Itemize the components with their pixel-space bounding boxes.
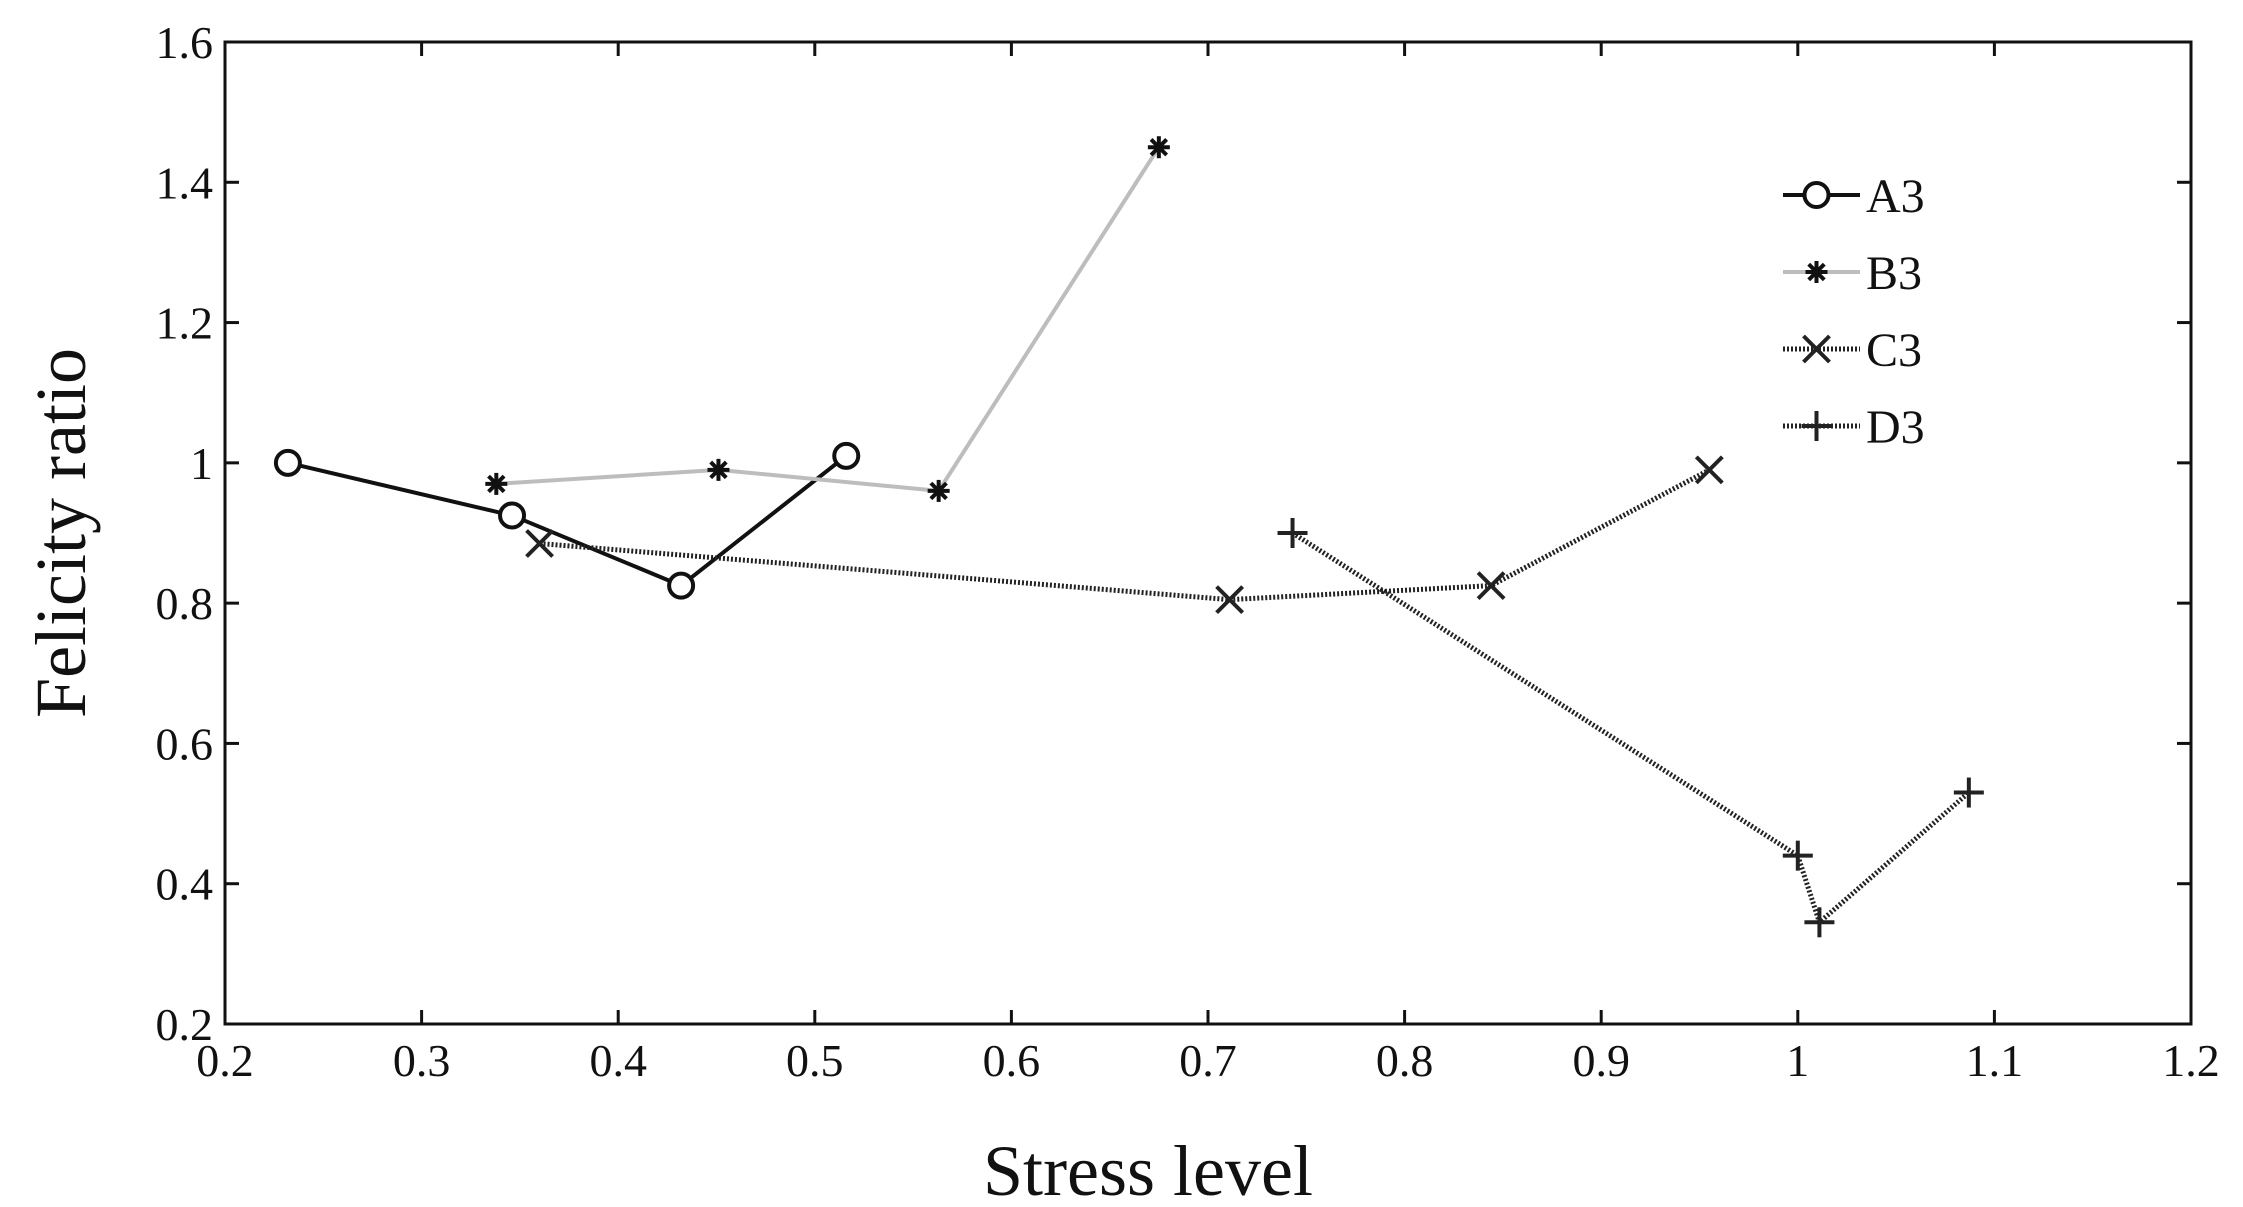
data-point-c3 bbox=[1694, 455, 1724, 485]
data-point-b3 bbox=[707, 458, 730, 481]
series-line-c3 bbox=[539, 467, 1711, 603]
x-tick-label: 0.2 bbox=[196, 1035, 254, 1086]
x-tick-label: 0.5 bbox=[786, 1035, 844, 1086]
marker-stroke bbox=[1149, 138, 1169, 157]
legend-label: D3 bbox=[1866, 401, 1925, 454]
data-point-a3 bbox=[667, 571, 696, 600]
data-point-d3 bbox=[1277, 518, 1308, 548]
marker-stroke bbox=[1694, 455, 1724, 485]
legend-item-c3: C3 bbox=[1783, 324, 1922, 377]
legend-swatch-marker bbox=[1802, 181, 1831, 209]
data-point-b3 bbox=[927, 479, 950, 502]
legend-label: B3 bbox=[1866, 247, 1922, 300]
data-point-a3 bbox=[273, 448, 302, 477]
legend: A3 B3 C3 D3 bbox=[1783, 170, 1925, 454]
legend-item-a3: A3 bbox=[1783, 170, 1925, 223]
y-axis-title: Felicity ratio bbox=[21, 348, 101, 718]
x-axis-title: Stress level bbox=[983, 1131, 1313, 1207]
legend-item-b3: B3 bbox=[1783, 247, 1922, 300]
series-b3 bbox=[485, 136, 1170, 502]
legend-swatch-marker bbox=[1802, 334, 1831, 364]
data-point-a3 bbox=[498, 501, 527, 530]
series-line-b3 bbox=[496, 146, 1161, 493]
marker-stroke bbox=[1476, 571, 1506, 601]
marker-stroke bbox=[1802, 334, 1831, 364]
data-point-b3 bbox=[1147, 136, 1170, 159]
x-tick-label: 0.4 bbox=[589, 1035, 647, 1086]
series-a3 bbox=[273, 441, 861, 600]
legend-swatch-marker bbox=[1805, 261, 1828, 283]
legend-label: A3 bbox=[1866, 170, 1925, 223]
marker-stroke bbox=[1215, 585, 1245, 615]
series-d3 bbox=[1277, 518, 1984, 938]
data-point-b3 bbox=[485, 472, 508, 495]
data-point-d3 bbox=[1953, 777, 1984, 808]
series-layer bbox=[273, 136, 1984, 938]
marker-stroke bbox=[1807, 262, 1826, 282]
data-point-a3 bbox=[832, 441, 861, 470]
marker-stroke bbox=[525, 529, 554, 558]
data-point-c3 bbox=[525, 529, 554, 558]
legend-swatch-marker bbox=[1801, 411, 1832, 441]
x-tick-label: 0.8 bbox=[1376, 1035, 1434, 1086]
y-axis: 0.2 0.4 0.6 0.8 1 1.2 1.4 1.6 bbox=[156, 17, 2191, 1050]
legend-label: C3 bbox=[1866, 324, 1922, 377]
marker-stroke bbox=[929, 481, 948, 501]
y-tick-label: 1.6 bbox=[156, 17, 214, 68]
x-tick-label: 1 bbox=[1786, 1035, 1809, 1086]
y-tick-label: 1.2 bbox=[156, 298, 214, 349]
legend-item-d3: D3 bbox=[1783, 401, 1925, 454]
x-tick-label: 1.2 bbox=[2162, 1035, 2220, 1086]
y-tick-label: 0.2 bbox=[156, 999, 214, 1050]
x-tick-label: 0.6 bbox=[983, 1035, 1041, 1086]
y-tick-label: 0.4 bbox=[156, 859, 214, 910]
marker-stroke bbox=[709, 460, 728, 480]
x-tick-label: 0.9 bbox=[1572, 1035, 1630, 1086]
x-tick-label: 1.1 bbox=[1966, 1035, 2024, 1086]
y-tick-label: 1.4 bbox=[156, 157, 214, 208]
data-point-c3 bbox=[1476, 571, 1506, 601]
y-tick-label: 0.6 bbox=[156, 718, 214, 769]
y-tick-label: 1 bbox=[190, 438, 213, 489]
series-c3 bbox=[525, 455, 1724, 615]
marker-stroke bbox=[487, 474, 506, 494]
series-line-d3 bbox=[1291, 530, 1971, 925]
x-tick-label: 0.7 bbox=[1179, 1035, 1237, 1086]
data-point-c3 bbox=[1215, 585, 1245, 615]
x-tick-label: 0.3 bbox=[393, 1035, 451, 1086]
data-point-d3 bbox=[1804, 907, 1835, 938]
x-axis: 0.2 0.3 0.4 0.5 0.6 0.7 0.8 0.9 1 1.1 1.2 bbox=[196, 42, 2220, 1086]
y-tick-label: 0.8 bbox=[156, 578, 214, 629]
data-point-d3 bbox=[1782, 840, 1813, 871]
